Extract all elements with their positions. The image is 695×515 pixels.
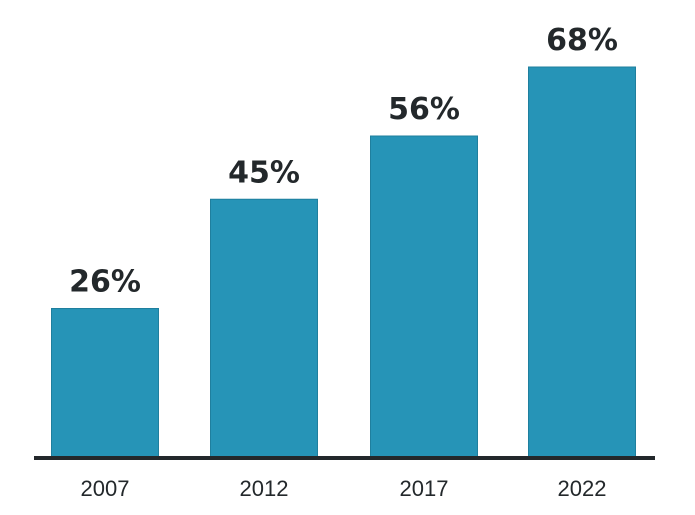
value-label-2022: 68%: [546, 23, 618, 58]
bar-2017: [370, 135, 478, 459]
value-label-2017: 56%: [388, 92, 460, 127]
value-label-2007: 26%: [69, 265, 141, 300]
x-tick-label-2017: 2017: [400, 476, 449, 501]
bars-group: [51, 66, 636, 459]
bar-2007: [51, 308, 159, 459]
x-tick-labels-group: 2007 2012 2017 2022: [81, 476, 607, 501]
bar-2022: [528, 66, 636, 459]
value-label-2012: 45%: [228, 155, 300, 190]
bar-2012: [210, 198, 318, 459]
x-tick-label-2007: 2007: [81, 476, 130, 501]
x-tick-label-2012: 2012: [240, 476, 289, 501]
value-labels-group: 26% 45% 56% 68%: [69, 23, 618, 300]
x-tick-label-2022: 2022: [558, 476, 607, 501]
